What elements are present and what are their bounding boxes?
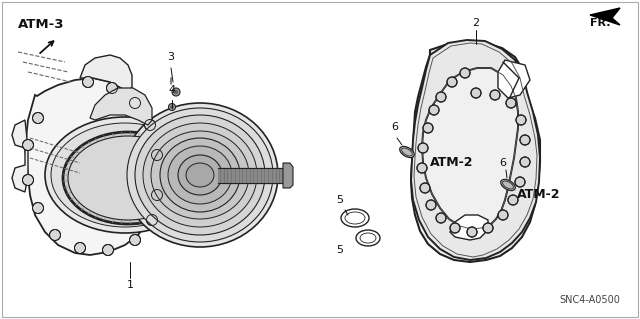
Circle shape xyxy=(420,183,430,193)
Circle shape xyxy=(22,139,33,151)
Ellipse shape xyxy=(186,163,214,187)
Text: 5: 5 xyxy=(337,195,344,205)
Polygon shape xyxy=(25,78,162,255)
Ellipse shape xyxy=(168,146,232,204)
Ellipse shape xyxy=(160,138,240,212)
Polygon shape xyxy=(590,8,620,25)
Circle shape xyxy=(506,98,516,108)
Circle shape xyxy=(152,189,163,201)
Circle shape xyxy=(417,163,427,173)
Circle shape xyxy=(418,143,428,153)
Circle shape xyxy=(83,77,93,87)
Polygon shape xyxy=(450,215,488,240)
Circle shape xyxy=(129,234,141,246)
Ellipse shape xyxy=(400,146,414,158)
Circle shape xyxy=(22,174,33,186)
Polygon shape xyxy=(498,60,530,98)
Ellipse shape xyxy=(45,117,205,233)
Ellipse shape xyxy=(68,136,188,220)
Text: FR.: FR. xyxy=(590,18,611,28)
Ellipse shape xyxy=(51,123,199,227)
Circle shape xyxy=(508,195,518,205)
Circle shape xyxy=(450,223,460,233)
Ellipse shape xyxy=(122,103,278,247)
Circle shape xyxy=(129,98,141,108)
Circle shape xyxy=(152,150,163,160)
Polygon shape xyxy=(283,163,293,188)
Circle shape xyxy=(467,227,477,237)
Text: 4: 4 xyxy=(168,85,175,95)
Text: 1: 1 xyxy=(127,280,134,290)
Circle shape xyxy=(423,123,433,133)
Circle shape xyxy=(516,115,526,125)
Polygon shape xyxy=(12,120,28,192)
Circle shape xyxy=(490,90,500,100)
Circle shape xyxy=(436,92,446,102)
Polygon shape xyxy=(80,55,132,90)
Text: 3: 3 xyxy=(168,52,175,62)
Circle shape xyxy=(174,90,178,94)
Circle shape xyxy=(106,83,118,93)
Circle shape xyxy=(515,177,525,187)
Circle shape xyxy=(33,203,44,213)
Circle shape xyxy=(102,244,113,256)
Circle shape xyxy=(170,105,174,109)
Text: ATM-2: ATM-2 xyxy=(517,189,561,202)
Circle shape xyxy=(172,88,180,96)
Text: ATM-3: ATM-3 xyxy=(18,18,65,31)
Circle shape xyxy=(426,200,436,210)
Ellipse shape xyxy=(135,115,265,235)
Ellipse shape xyxy=(500,179,515,190)
Ellipse shape xyxy=(502,181,513,189)
Circle shape xyxy=(483,223,493,233)
Circle shape xyxy=(147,214,157,226)
Circle shape xyxy=(520,135,530,145)
Circle shape xyxy=(498,210,508,220)
Circle shape xyxy=(145,120,156,130)
Polygon shape xyxy=(411,42,540,262)
Text: SNC4-A0500: SNC4-A0500 xyxy=(559,295,620,305)
Ellipse shape xyxy=(401,148,412,156)
Text: 6: 6 xyxy=(392,122,399,132)
Circle shape xyxy=(33,113,44,123)
Circle shape xyxy=(49,229,61,241)
Circle shape xyxy=(429,105,439,115)
Ellipse shape xyxy=(151,131,249,219)
Circle shape xyxy=(471,88,481,98)
Ellipse shape xyxy=(143,123,257,227)
Circle shape xyxy=(74,242,86,254)
Circle shape xyxy=(436,213,446,223)
Circle shape xyxy=(447,77,457,87)
Circle shape xyxy=(460,68,470,78)
Text: 2: 2 xyxy=(472,18,479,28)
Ellipse shape xyxy=(63,132,193,224)
Ellipse shape xyxy=(178,155,222,195)
Circle shape xyxy=(520,157,530,167)
Text: ATM-2: ATM-2 xyxy=(430,157,474,169)
Text: 5: 5 xyxy=(337,245,344,255)
Text: 6: 6 xyxy=(499,158,506,168)
Polygon shape xyxy=(90,88,152,125)
PathPatch shape xyxy=(411,40,540,260)
Ellipse shape xyxy=(127,108,273,242)
Circle shape xyxy=(168,103,175,110)
